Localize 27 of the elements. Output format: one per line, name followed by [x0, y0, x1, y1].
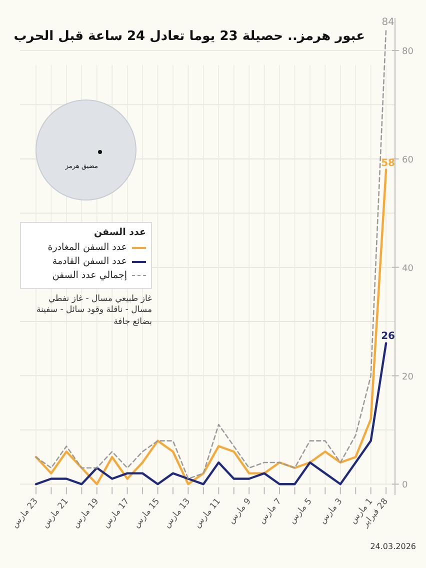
- y-tick-label: 80: [402, 47, 414, 58]
- y-tick-label: 40: [402, 264, 414, 274]
- y-tick-label: 0: [402, 480, 408, 491]
- y-tick-label: 60: [402, 155, 414, 166]
- legend-label: عدد السفن المغادرة: [48, 242, 127, 253]
- y-tick-label: 20: [402, 372, 414, 382]
- data-label: 84: [382, 16, 394, 28]
- legend-label: إجمالي عدد السفن: [52, 270, 127, 281]
- x-tick-label: 23 مارس: [10, 496, 40, 530]
- text: عبور هرمز.. حصيلة 23 يوما تعادل 24 ساعة قبل الحرب: [14, 29, 365, 44]
- line-series: [34, 342, 388, 486]
- x-tick-label: 19 مارس: [70, 496, 102, 530]
- x-tick-label: 7 مارس: [257, 496, 284, 526]
- x-tick-label: 21 مارس: [40, 496, 71, 530]
- x-tick-label: 13 مارس: [162, 496, 192, 530]
- x-tick-label: 17 مارس: [101, 496, 132, 530]
- legend-title: عدد السفن: [92, 227, 146, 238]
- data-label: 58: [381, 158, 396, 169]
- x-tick-label: 3 مارس: [318, 496, 345, 526]
- x-tick-label: 5 مارس: [287, 496, 314, 526]
- annotation: غاز طبيعي مسال - غاز نفطي مسال - ناقلة وقود سائل - سفينة بضائع جافة: [35, 294, 152, 328]
- x-tick-label: 11 مارس: [192, 496, 223, 530]
- x-tick-label: 15 مارس: [132, 496, 162, 530]
- x-tick-label: 9 مارس: [226, 496, 254, 526]
- legend-label: عدد السفن القادمة: [52, 256, 127, 267]
- data-label: 26: [381, 331, 396, 342]
- text: 24.03.2026: [370, 542, 416, 551]
